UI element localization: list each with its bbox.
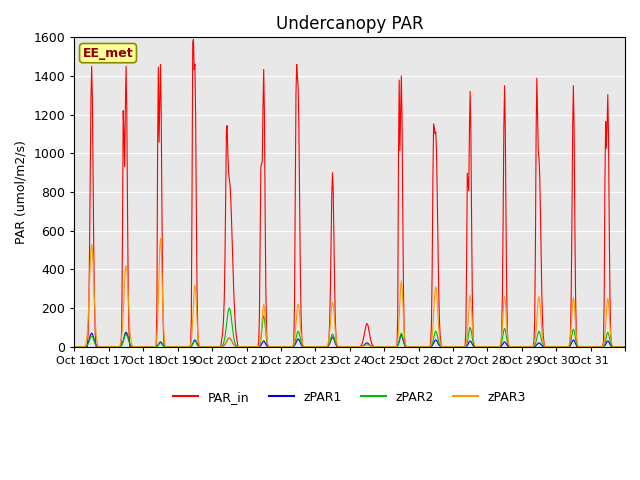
zPAR1 xyxy=(264,344,272,349)
zPAR1 xyxy=(122,329,130,335)
Line: zPAR1: zPAR1 xyxy=(74,332,624,347)
Line: PAR_in: PAR_in xyxy=(74,39,624,347)
PAR_in xyxy=(135,344,143,349)
PAR_in xyxy=(438,344,445,349)
zPAR1 xyxy=(136,344,143,349)
Line: zPAR2: zPAR2 xyxy=(74,308,624,347)
zPAR1 xyxy=(438,344,445,349)
Y-axis label: PAR (umol/m2/s): PAR (umol/m2/s) xyxy=(15,140,28,244)
PAR_in xyxy=(237,344,244,349)
zPAR3 xyxy=(70,344,78,349)
zPAR2 xyxy=(407,344,415,349)
zPAR3 xyxy=(285,344,292,349)
zPAR3 xyxy=(157,236,164,241)
zPAR1 xyxy=(237,344,244,349)
zPAR2 xyxy=(135,344,143,349)
zPAR2 xyxy=(70,344,78,349)
zPAR2 xyxy=(237,344,244,349)
zPAR2 xyxy=(264,343,272,348)
PAR_in xyxy=(407,344,415,349)
zPAR2 xyxy=(285,344,292,349)
zPAR3 xyxy=(407,344,415,349)
PAR_in xyxy=(70,344,78,349)
zPAR2 xyxy=(225,305,233,311)
Legend: PAR_in, zPAR1, zPAR2, zPAR3: PAR_in, zPAR1, zPAR2, zPAR3 xyxy=(168,385,531,408)
zPAR1 xyxy=(407,344,415,349)
zPAR3 xyxy=(135,344,143,349)
PAR_in xyxy=(189,36,197,42)
zPAR3 xyxy=(620,344,628,349)
zPAR1 xyxy=(285,344,292,349)
zPAR3 xyxy=(264,342,272,348)
Text: EE_met: EE_met xyxy=(83,47,133,60)
Line: zPAR3: zPAR3 xyxy=(74,239,624,347)
PAR_in xyxy=(620,344,628,349)
PAR_in xyxy=(285,344,292,349)
zPAR2 xyxy=(438,344,445,349)
zPAR1 xyxy=(70,344,78,349)
PAR_in xyxy=(264,344,272,349)
zPAR3 xyxy=(237,344,244,349)
zPAR1 xyxy=(620,344,628,349)
zPAR2 xyxy=(620,344,628,349)
Title: Undercanopy PAR: Undercanopy PAR xyxy=(276,15,424,33)
zPAR3 xyxy=(438,344,445,349)
